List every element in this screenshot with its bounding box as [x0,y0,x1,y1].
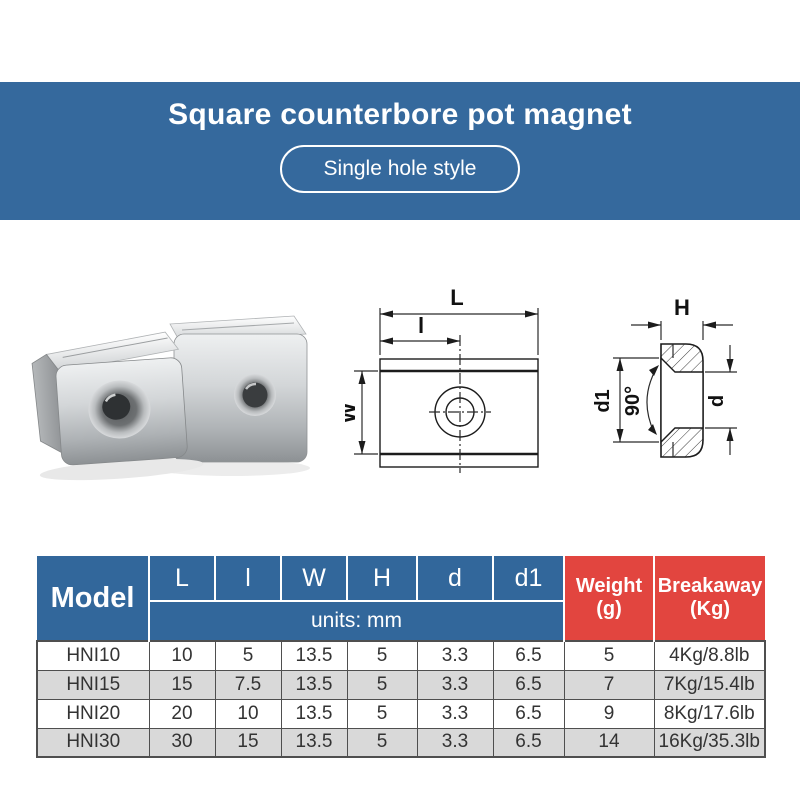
dim-label-angle: 90° [622,386,644,416]
style-badge-label: Single hole style [323,157,477,180]
col-header-breakaway: Breakaway (Kg) [653,556,765,641]
magnet-hole [234,374,276,416]
magnet-left [31,331,204,481]
col-header-L: L [148,556,216,602]
dim-label-d1: d1 [592,389,614,412]
front-view-drawing: L l W [345,285,539,473]
dim-label-H: H [674,295,690,320]
col-header-weight: Weight (g) [563,556,655,641]
col-header-d1: d1 [492,556,565,602]
table-row: HNI20 20 10 13.5 5 3.3 6.5 9 8Kg/17.6lb [36,698,766,729]
style-badge: Single hole style [280,145,520,193]
table-row: HNI15 15 7.5 13.5 5 3.3 6.5 7 7Kg/15.4lb [36,669,766,700]
model-cell: HNI15 [36,669,150,700]
units-header: units: mm [148,600,565,641]
model-cell: HNI10 [36,640,150,671]
title-banner: Square counterbore pot magnet Single hol… [0,82,800,220]
page-title: Square counterbore pot magnet [168,98,632,131]
col-header-model: Model [37,556,150,641]
col-header-W: W [280,556,348,602]
dim-label-d: d [706,395,728,407]
model-cell: HNI30 [36,727,150,758]
magnet-countersink-hole [88,380,151,439]
side-view-drawing: H d1 90° d [592,295,737,458]
dim-label-L: L [450,285,463,310]
table-row: HNI30 30 15 13.5 5 3.3 6.5 14 16Kg/35.3l… [36,727,766,758]
product-photo [31,315,310,481]
dim-label-l: l [418,313,424,338]
spec-table: Model L l W H d d1 Weight (g) Breakaway … [36,556,766,758]
col-header-H: H [346,556,418,602]
table-row: HNI10 10 5 13.5 5 3.3 6.5 5 4Kg/8.8lb [36,640,766,671]
col-header-l: l [214,556,282,602]
model-cell: HNI20 [36,698,150,729]
dim-label-W: W [345,402,360,423]
magnet-right [154,315,310,476]
col-header-d: d [416,556,494,602]
